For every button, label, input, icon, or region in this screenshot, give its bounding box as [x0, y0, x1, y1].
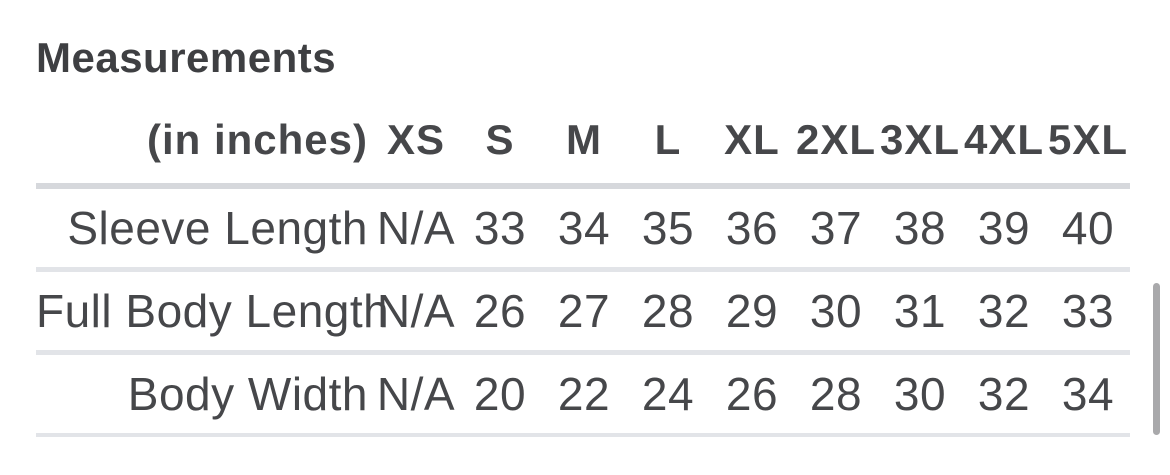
cell-value: 24 — [626, 355, 710, 437]
column-header-2xl: 2XL — [794, 96, 878, 189]
column-header-5xl: 5XL — [1046, 96, 1130, 189]
row-label: Sleeve Length — [36, 189, 374, 272]
table-row-sleeve-length: Sleeve Length N/A 33 34 35 36 37 38 39 4… — [36, 189, 1130, 272]
cell-value: 37 — [794, 189, 878, 272]
cell-value: N/A — [374, 189, 458, 272]
row-label: Body Width — [36, 355, 374, 437]
page-title: Measurements — [36, 34, 337, 81]
vertical-scrollbar-thumb[interactable] — [1153, 283, 1160, 435]
cell-value: 31 — [878, 272, 962, 355]
column-header-3xl: 3XL — [878, 96, 962, 189]
cell-value: 38 — [878, 189, 962, 272]
cell-value: 20 — [458, 355, 542, 437]
column-header-s: S — [458, 96, 542, 189]
table-row-full-body-length: Full Body Length N/A 26 27 28 29 30 31 3… — [36, 272, 1130, 355]
cell-value: 36 — [710, 189, 794, 272]
cell-value: 30 — [794, 272, 878, 355]
cell-value: 28 — [626, 272, 710, 355]
cell-value: 32 — [962, 355, 1046, 437]
cell-value: 29 — [710, 272, 794, 355]
cell-value: 40 — [1046, 189, 1130, 272]
measurements-table: (in inches) XS S M L XL 2XL 3XL 4XL 5XL … — [36, 96, 1130, 437]
cell-value: 32 — [962, 272, 1046, 355]
cell-value: 33 — [458, 189, 542, 272]
column-header-xs: XS — [374, 96, 458, 189]
table-row-body-width: Body Width N/A 20 22 24 26 28 30 32 34 — [36, 355, 1130, 437]
cell-value: N/A — [374, 355, 458, 437]
cell-value: 34 — [1046, 355, 1130, 437]
cell-value: 34 — [542, 189, 626, 272]
column-header-xl: XL — [710, 96, 794, 189]
cell-value: 33 — [1046, 272, 1130, 355]
cell-value: 22 — [542, 355, 626, 437]
cell-value: 26 — [710, 355, 794, 437]
table-header-row: (in inches) XS S M L XL 2XL 3XL 4XL 5XL — [36, 96, 1130, 189]
cell-value: N/A — [374, 272, 458, 355]
row-label: Full Body Length — [36, 272, 389, 355]
column-header-m: M — [542, 96, 626, 189]
cell-value: 27 — [542, 272, 626, 355]
cell-value: 26 — [458, 272, 542, 355]
cell-value: 30 — [878, 355, 962, 437]
cell-value: 35 — [626, 189, 710, 272]
column-header-unit: (in inches) — [36, 96, 374, 189]
cell-value: 39 — [962, 189, 1046, 272]
cell-value: 28 — [794, 355, 878, 437]
column-header-4xl: 4XL — [962, 96, 1046, 189]
column-header-l: L — [626, 96, 710, 189]
